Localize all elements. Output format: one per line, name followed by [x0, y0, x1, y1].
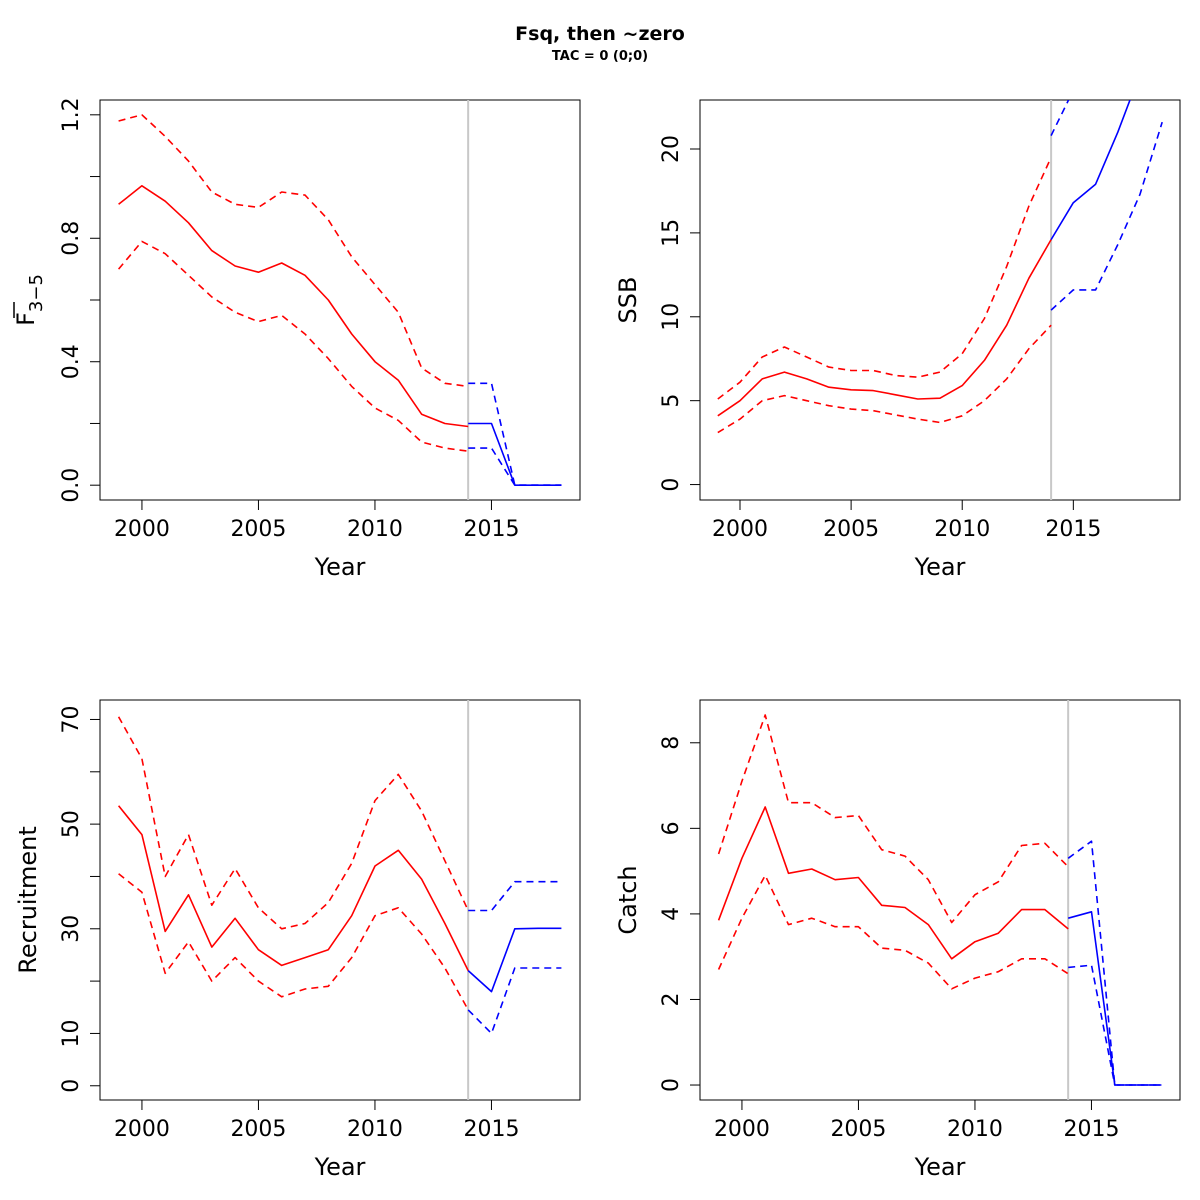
catch-ytick-label-0: 0	[659, 1078, 684, 1092]
ssb-ytick-label-0: 0	[659, 478, 684, 492]
fbar-ytick-label-0: 0.0	[59, 468, 84, 503]
ssb-y-axis-label: SSB	[614, 277, 642, 324]
recruitment-series-projection-lower	[467, 967, 562, 1035]
ssb-xtick-label-2010: 2010	[934, 517, 990, 542]
catch-xtick-label-2005: 2005	[830, 1117, 886, 1142]
fbar-ytick-label-4: 0.8	[59, 221, 84, 256]
ssb-series-projection-lower	[1050, 121, 1163, 311]
ssb-xtick-label-2015: 2015	[1045, 517, 1101, 542]
fbar-ytick-label-2: 0.4	[59, 344, 84, 379]
figure-subtitle: TAC = 0 (0;0)	[552, 49, 648, 64]
figure-title: Fsq, then ~zero	[515, 23, 685, 45]
recruitment-xtick-label-2015: 2015	[463, 1117, 519, 1142]
recruitment-data-area	[117, 700, 562, 1100]
ssb-series-lower	[717, 324, 1052, 434]
catch-series-upper	[717, 714, 1069, 924]
catch-ytick-label-1: 2	[659, 992, 684, 1006]
fbar-ytick-label-6: 1.2	[59, 97, 84, 132]
catch-ytick-label-3: 6	[659, 821, 684, 835]
catch-ytick-label-2: 4	[659, 907, 684, 921]
catch-panel: 2000 2005 2010 2015 0 2 4 6 8 Year Catch	[614, 699, 1181, 1181]
ssb-plot-frame	[699, 99, 1181, 501]
fbar-series-projection-lower	[468, 447, 562, 487]
recruitment-ytick-label-7: 70	[59, 705, 84, 733]
ssb-ytick-label-1: 5	[659, 394, 684, 408]
fbar-series-estimate	[118, 185, 469, 428]
catch-y-axis-label: Catch	[614, 865, 642, 934]
recruitment-ytick-label-5: 50	[59, 810, 84, 838]
catch-ytick-label-4: 8	[659, 736, 684, 750]
fbar-xtick-label-2015: 2015	[463, 517, 519, 542]
fbar-series-upper	[118, 114, 469, 388]
ssb-series-projection-estimate	[1050, 100, 1131, 241]
recruitment-xtick-label-2010: 2010	[347, 1117, 403, 1142]
fbar-panel: 2000 2005 2010 2015 0.0 0.4 0.8 1.2 Year F3−5	[12, 97, 581, 581]
ssb-x-axis-label: Year	[914, 553, 966, 581]
recruitment-panel: 2000 2005 2010 2015 0 10 30 50 70 Year Recruitment	[14, 699, 581, 1181]
ssb-series-upper	[717, 157, 1052, 400]
recruitment-series-projection-upper	[468, 880, 562, 912]
ssb-series-projection-upper	[1050, 100, 1070, 136]
recruitment-ytick-label-1: 10	[59, 1019, 84, 1047]
fbar-y-axis-label-sub: 3−5	[26, 274, 47, 312]
ssb-ytick-label-3: 15	[659, 219, 684, 247]
recruitment-y-axis-label: Recruitment	[14, 826, 42, 973]
fbar-data-area	[117, 100, 562, 500]
catch-xtick-label-2015: 2015	[1063, 1117, 1119, 1142]
fbar-series-lower	[117, 240, 469, 452]
recruitment-xtick-label-2005: 2005	[230, 1117, 286, 1142]
recruitment-series-lower	[118, 873, 469, 1011]
recruitment-ytick-label-3: 30	[59, 915, 84, 943]
catch-series-lower	[717, 874, 1069, 990]
ssb-xtick-label-2005: 2005	[823, 517, 879, 542]
catch-series-estimate	[717, 806, 1069, 960]
catch-xtick-label-2010: 2010	[947, 1117, 1003, 1142]
recruitment-xtick-label-2000: 2000	[114, 1117, 170, 1142]
fbar-y-axis-label: F3−5	[12, 274, 47, 326]
fbar-xtick-label-2000: 2000	[114, 517, 170, 542]
ssb-ytick-label-4: 20	[659, 135, 684, 163]
catch-x-axis-label: Year	[914, 1153, 966, 1181]
catch-data-area	[717, 700, 1162, 1100]
ssb-xtick-label-2000: 2000	[712, 517, 768, 542]
catch-series-projection-upper	[1067, 840, 1162, 1086]
ssb-data-area	[717, 100, 1163, 500]
ssb-ytick-label-2: 10	[659, 303, 684, 331]
fbar-y-axis-label-main: F	[12, 312, 40, 326]
recruitment-x-axis-label: Year	[314, 1153, 366, 1181]
catch-plot-frame	[699, 699, 1181, 1101]
recruitment-series-upper	[117, 716, 469, 930]
fbar-xtick-label-2010: 2010	[347, 517, 403, 542]
recruitment-series-estimate	[117, 805, 469, 971]
ssb-series-estimate	[717, 239, 1052, 417]
ssb-panel: 2000 2005 2010 2015 0 5 10 15 20 Year SSB	[614, 99, 1181, 581]
catch-xtick-label-2000: 2000	[714, 1117, 770, 1142]
catch-series-projection-lower	[1068, 964, 1162, 1086]
recruitment-plot-frame	[99, 699, 581, 1101]
recruitment-ytick-label-0: 0	[59, 1079, 84, 1093]
fbar-xtick-label-2005: 2005	[230, 517, 286, 542]
recruitment-series-projection-estimate	[467, 927, 562, 993]
fbar-x-axis-label: Year	[314, 553, 366, 581]
